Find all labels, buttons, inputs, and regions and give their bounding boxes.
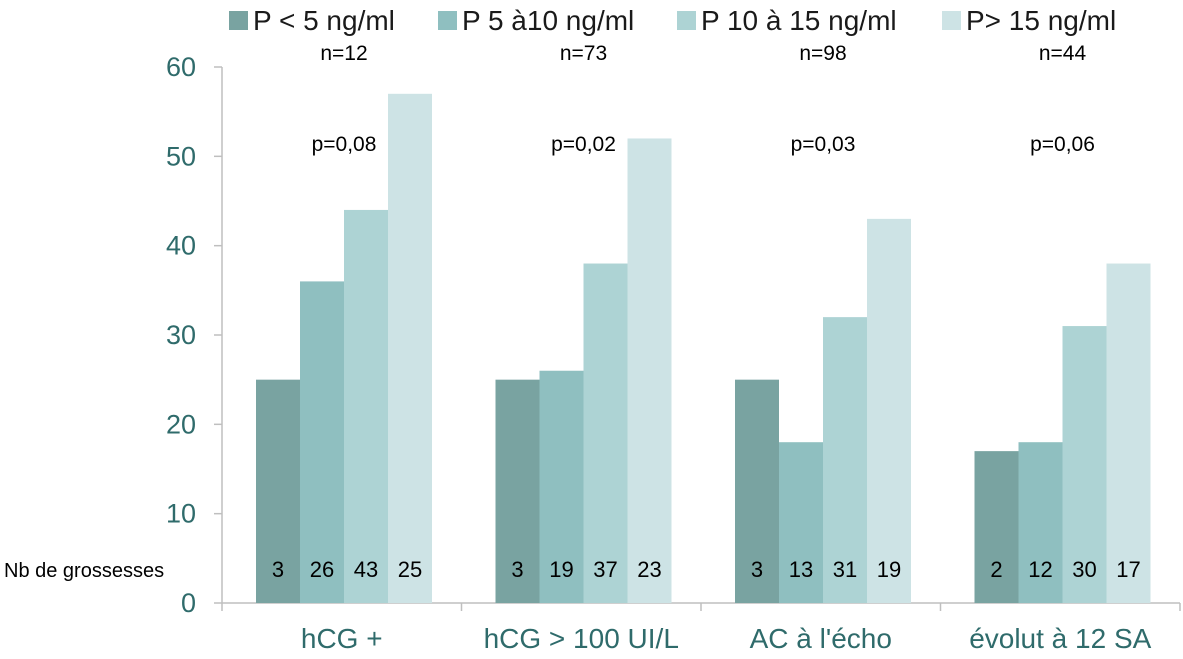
bar-series-2-cat-3 — [779, 442, 823, 603]
chart-axes: 0 10 20 30 40 50 60 hCG + hCG > 100 UI/L AC à l'é… — [166, 52, 1181, 654]
n-label: n=12 — [320, 42, 367, 65]
x-tick-label: hCG > 100 UI/L — [484, 623, 679, 654]
x-tick-label: AC à l'écho — [750, 623, 892, 654]
y-tick-label: 60 — [166, 52, 196, 82]
count-label: 19 — [877, 557, 901, 582]
x-tick-label: évolut à 12 SA — [969, 623, 1151, 654]
bar-series-1-cat-3 — [735, 379, 779, 603]
bar-series-2-cat-1 — [300, 281, 344, 603]
legend-label-2: P 5 à10 ng/ml — [462, 5, 634, 36]
chart-bars — [256, 93, 1151, 604]
count-label: 3 — [272, 557, 284, 582]
chart-annotations: n=12 n=73 n=98 n=44 p=0,08 p=0,02 p=0,03 p=0,06… — [4, 42, 1141, 582]
y-tick-label: 30 — [166, 320, 196, 350]
n-label: n=73 — [560, 42, 607, 65]
y-tick-label: 20 — [166, 409, 196, 439]
counts-row-label: Nb de grossesses — [4, 560, 164, 582]
bar-series-4-cat-4 — [1106, 263, 1151, 603]
p-value-label: p=0,03 — [791, 133, 856, 156]
bar-series-1-cat-2 — [495, 379, 540, 603]
count-label: 23 — [637, 557, 661, 582]
bar-series-2-cat-4 — [1018, 442, 1063, 603]
y-tick-label: 0 — [181, 588, 196, 618]
count-label: 2 — [990, 557, 1002, 582]
count-label: 25 — [398, 557, 422, 582]
legend-swatch-3 — [677, 11, 696, 30]
bar-series-4-cat-3 — [867, 218, 911, 603]
bar-series-1-cat-4 — [974, 451, 1019, 603]
legend-swatch-4 — [942, 11, 961, 30]
n-label: n=44 — [1039, 42, 1087, 65]
p-value-label: p=0,08 — [312, 133, 377, 156]
y-tick-label: 10 — [166, 499, 196, 529]
p-value-label: p=0,02 — [551, 133, 616, 156]
count-label: 30 — [1072, 557, 1096, 582]
count-label: 12 — [1028, 557, 1052, 582]
legend-label-3: P 10 à 15 ng/ml — [701, 5, 897, 36]
chart-legend: P < 5 ng/ml P 5 à10 ng/ml P 10 à 15 ng/ml P… — [229, 5, 1116, 36]
bar-series-4-cat-1 — [388, 93, 432, 604]
bar-series-4-cat-2 — [627, 138, 672, 603]
count-label: 43 — [354, 557, 378, 582]
count-label: 37 — [593, 557, 617, 582]
legend-swatch-1 — [229, 11, 248, 30]
legend-swatch-2 — [438, 11, 457, 30]
bar-series-3-cat-3 — [823, 317, 867, 603]
legend-label-1: P < 5 ng/ml — [253, 5, 395, 36]
bar-series-3-cat-1 — [344, 209, 388, 603]
count-label: 17 — [1116, 557, 1140, 582]
count-label: 26 — [310, 557, 334, 582]
x-tick-label: hCG + — [301, 623, 383, 654]
count-label: 31 — [833, 557, 857, 582]
bar-series-3-cat-4 — [1062, 326, 1107, 603]
count-label: 3 — [511, 557, 523, 582]
y-tick-label: 40 — [166, 231, 196, 261]
count-label: 19 — [549, 557, 573, 582]
legend-label-4: P> 15 ng/ml — [966, 5, 1116, 36]
p-value-label: p=0,06 — [1030, 133, 1095, 156]
bar-series-1-cat-1 — [256, 379, 300, 603]
count-label: 13 — [789, 557, 813, 582]
bar-series-2-cat-2 — [539, 370, 584, 603]
bar-series-3-cat-2 — [583, 263, 628, 603]
count-label: 3 — [751, 557, 763, 582]
n-label: n=98 — [799, 42, 846, 65]
y-tick-label: 50 — [166, 141, 196, 171]
